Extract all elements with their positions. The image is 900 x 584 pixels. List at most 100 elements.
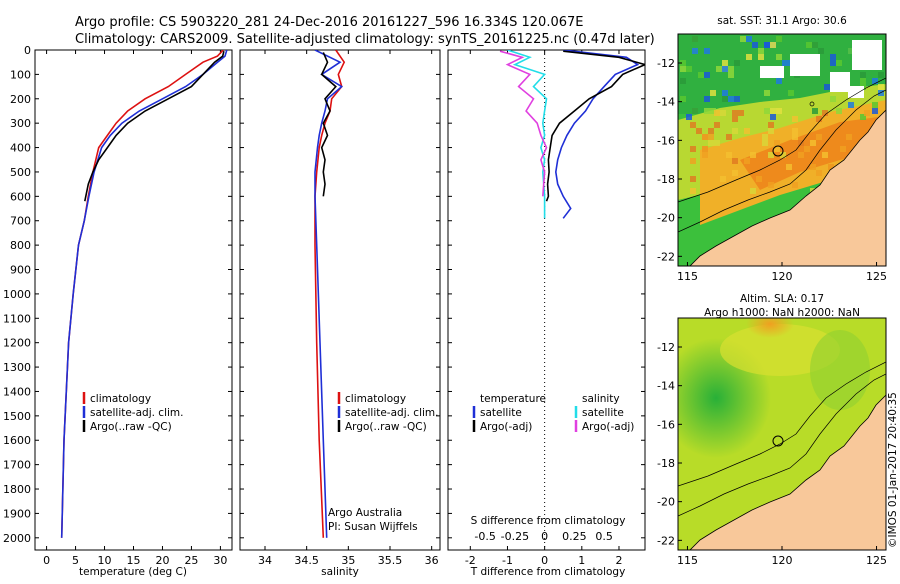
map-x-tick-label: 115 bbox=[677, 270, 698, 283]
y-tick-label: 1700 bbox=[3, 459, 31, 472]
sst-pixel bbox=[714, 110, 720, 116]
sst-pixel bbox=[776, 108, 782, 114]
sst-pixel bbox=[744, 128, 750, 134]
sst-pixel bbox=[792, 128, 798, 134]
sst-pixel bbox=[776, 36, 782, 42]
x-tick-label: 36 bbox=[425, 554, 439, 567]
sst-pixel bbox=[752, 42, 758, 48]
sst-pixel bbox=[680, 78, 686, 84]
sst-pixel bbox=[686, 66, 692, 72]
sst-pixel bbox=[704, 108, 710, 114]
sst-missing-4 bbox=[852, 40, 882, 70]
series-line bbox=[314, 50, 344, 538]
sst-pixel bbox=[792, 116, 798, 122]
sst-pixel bbox=[806, 42, 812, 48]
sst-pixel bbox=[692, 36, 698, 42]
sst-map-field bbox=[678, 34, 886, 266]
y-tick-label: 2000 bbox=[3, 532, 31, 545]
sst-pixel bbox=[846, 134, 852, 140]
sst-pixel bbox=[830, 60, 836, 66]
legend-head-temperature: temperature bbox=[480, 393, 546, 405]
sst-pixel bbox=[702, 152, 708, 158]
map-y-tick-label: -12 bbox=[657, 57, 675, 70]
sst-pixel bbox=[822, 152, 828, 158]
top-x-tick-label: 0.25 bbox=[562, 530, 587, 543]
header-line-1: Argo profile: CS 5903220_281 24-Dec-2016… bbox=[75, 15, 583, 30]
sst-pixel bbox=[714, 122, 720, 128]
legend-label-argo: Argo(..raw -QC) bbox=[345, 421, 427, 433]
sst-pixel bbox=[714, 140, 720, 146]
sst-pixel bbox=[878, 84, 884, 90]
sst-pixel bbox=[764, 42, 770, 48]
sst-pixel bbox=[732, 116, 738, 122]
sst-pixel bbox=[818, 48, 824, 54]
sst-pixel bbox=[728, 72, 734, 78]
sst-pixel bbox=[692, 108, 698, 114]
y-tick-label: 200 bbox=[10, 93, 31, 106]
sst-pixel bbox=[792, 182, 798, 188]
sst-pixel bbox=[744, 158, 750, 164]
map-y-tick-label: -14 bbox=[657, 380, 675, 393]
y-tick-label: 1800 bbox=[3, 483, 31, 496]
x-tick-label: 5 bbox=[72, 554, 79, 567]
top-x-tick-label: 0.5 bbox=[595, 530, 613, 543]
difference-xlabel: T difference from climatology bbox=[470, 566, 626, 578]
sst-pixel bbox=[690, 176, 696, 182]
sst-pixel bbox=[690, 188, 696, 194]
x-tick-label: 34.5 bbox=[294, 554, 319, 567]
series-group bbox=[314, 50, 346, 538]
sst-pixel bbox=[750, 152, 756, 158]
sst-pixel bbox=[768, 128, 774, 134]
sla-map-title-1: Altim. SLA: 0.17 bbox=[740, 293, 824, 305]
sla-land bbox=[689, 394, 886, 550]
sst-pixel bbox=[704, 48, 710, 54]
sst-pixel bbox=[798, 152, 804, 158]
sst-pixel bbox=[734, 96, 740, 102]
series-line bbox=[84, 51, 225, 202]
sst-pixel bbox=[878, 72, 884, 78]
sst-pixel bbox=[710, 90, 716, 96]
sst-missing-5 bbox=[848, 86, 864, 98]
sst-pixel bbox=[690, 122, 696, 128]
legend-label-t-satellite: satellite bbox=[480, 407, 522, 419]
legend-head-salinity: salinity bbox=[582, 393, 620, 405]
series-line bbox=[314, 50, 346, 538]
map-x-tick-label: 120 bbox=[772, 554, 793, 567]
salinity-plot: 34 34.5 35 35.5 36 bbox=[240, 49, 440, 567]
map-y-tick-label: -16 bbox=[657, 418, 675, 431]
sst-pixel bbox=[864, 110, 870, 116]
sst-missing-2 bbox=[760, 66, 784, 78]
sst-land bbox=[689, 109, 886, 266]
sst-isobath-1000 bbox=[678, 77, 886, 203]
sst-pixel bbox=[770, 42, 776, 48]
sla-high bbox=[746, 318, 794, 338]
series-line bbox=[545, 50, 645, 202]
sst-pixel bbox=[816, 134, 822, 140]
sst-pixel bbox=[726, 134, 732, 140]
sla-map-title-2: Argo h1000: NaN h2000: NaN bbox=[704, 307, 860, 319]
x-tick-label: 2 bbox=[615, 554, 622, 567]
legend-label-s-argo: Argo(-adj) bbox=[582, 421, 634, 433]
sst-pixel bbox=[788, 90, 794, 96]
top-x-tick-label: 0 bbox=[541, 530, 548, 543]
sst-map-ticks: 115 120 125 -12 -14 -16 -18 -20 -22 bbox=[657, 57, 887, 283]
map-y-tick-label: -22 bbox=[657, 250, 675, 263]
difference-plot: -2 -1 0 1 2 -0.5 -0.25 0 0.25 0.5 bbox=[448, 49, 645, 567]
sst-pixel bbox=[708, 134, 714, 140]
sst-pixel bbox=[722, 66, 728, 72]
sst-pixel bbox=[860, 114, 866, 120]
sst-pixel bbox=[830, 96, 836, 102]
series-line bbox=[507, 50, 548, 219]
series-line bbox=[320, 52, 337, 197]
x-tick-label: 10 bbox=[98, 554, 112, 567]
sst-pixel bbox=[690, 146, 696, 152]
sst-pixel bbox=[770, 108, 776, 114]
sst-missing-3 bbox=[830, 72, 850, 92]
temperature-axes bbox=[34, 49, 233, 551]
map-y-tick-label: -20 bbox=[657, 496, 675, 509]
sst-pixel bbox=[782, 60, 788, 66]
sst-pixel bbox=[680, 60, 686, 66]
sst-pixel bbox=[816, 170, 822, 176]
sst-pixel bbox=[728, 66, 734, 72]
sst-pixel bbox=[768, 122, 774, 128]
